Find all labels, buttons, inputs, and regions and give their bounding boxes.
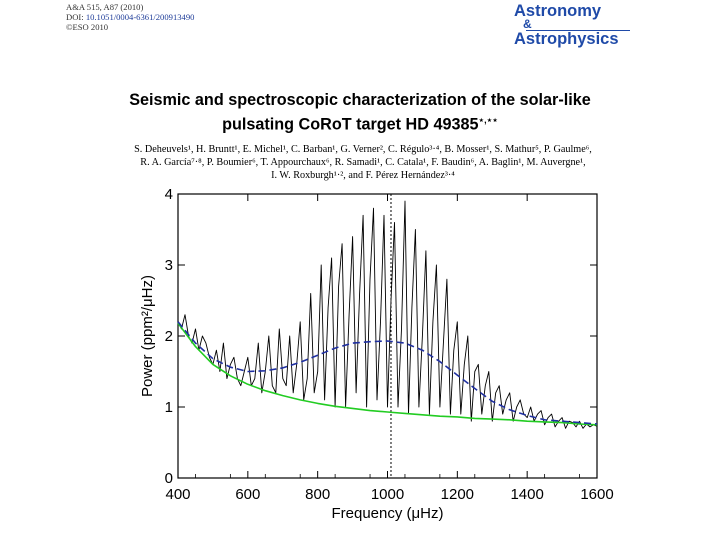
journal-ampersand: & [523, 17, 532, 31]
y-tick-label: 0 [165, 470, 173, 487]
x-tick-label: 400 [165, 486, 190, 503]
title-line-2: pulsating CoRoT target HD 49385⋆,⋆⋆ [60, 110, 660, 134]
citation: A&A 515, A87 (2010) [66, 2, 144, 12]
copyright: ©ESO 2010 [66, 22, 109, 32]
x-tick-label: 800 [305, 486, 330, 503]
title-line-1: Seismic and spectroscopic characterizati… [129, 91, 591, 109]
series-background-model [177, 322, 598, 426]
x-tick-label: 1000 [371, 486, 404, 503]
doi-link[interactable]: 10.1051/0004-6361/200913490 [85, 12, 195, 22]
y-tick-label: 3 [165, 257, 173, 274]
y-tick-label: 2 [165, 328, 173, 345]
x-tick-label: 1600 [580, 486, 613, 503]
paper-title: Seismic and spectroscopic characterizati… [60, 90, 660, 134]
series-power-spectrum [177, 200, 598, 429]
series-gaussian-envelope [177, 321, 598, 425]
journal-logo-rule [526, 30, 630, 31]
article-metadata: A&A 515, A87 (2010) DOI: 10.1051/0004-63… [66, 2, 194, 32]
plot-frame [177, 193, 598, 479]
journal-logo: Astronomy & Astrophysics [514, 2, 630, 48]
title-line-2-text: pulsating CoRoT target HD 49385 [222, 115, 479, 134]
title-footnote-markers: ⋆,⋆⋆ [478, 115, 498, 125]
y-tick-label: 4 [165, 186, 173, 203]
x-tick-label: 600 [235, 486, 260, 503]
x-tick-label: 1200 [441, 486, 474, 503]
journal-name-line2: Astrophysics [514, 30, 619, 48]
doi-label: DOI: [66, 12, 86, 22]
doi-line: DOI: 10.1051/0004-6361/200913490 [66, 12, 194, 22]
y-axis-label: Power (ppm²/μHz) [139, 275, 156, 397]
journal-name-line1: Astronomy [514, 2, 602, 20]
authors-line-3: I. W. Roxburgh¹·², and F. Pérez Hernánde… [271, 170, 455, 181]
x-axis-label: Frequency (μHz) [331, 505, 443, 522]
authors-line-2: R. A. García⁷·⁸, P. Boumier⁶, T. Appourc… [140, 157, 586, 168]
authors-line-1: S. Deheuvels¹, H. Bruntt¹, E. Michel¹, C… [134, 144, 592, 155]
author-list: S. Deheuvels¹, H. Bruntt¹, E. Michel¹, C… [78, 143, 648, 182]
x-tick-label: 1400 [510, 486, 543, 503]
y-tick-label: 1 [165, 399, 173, 416]
